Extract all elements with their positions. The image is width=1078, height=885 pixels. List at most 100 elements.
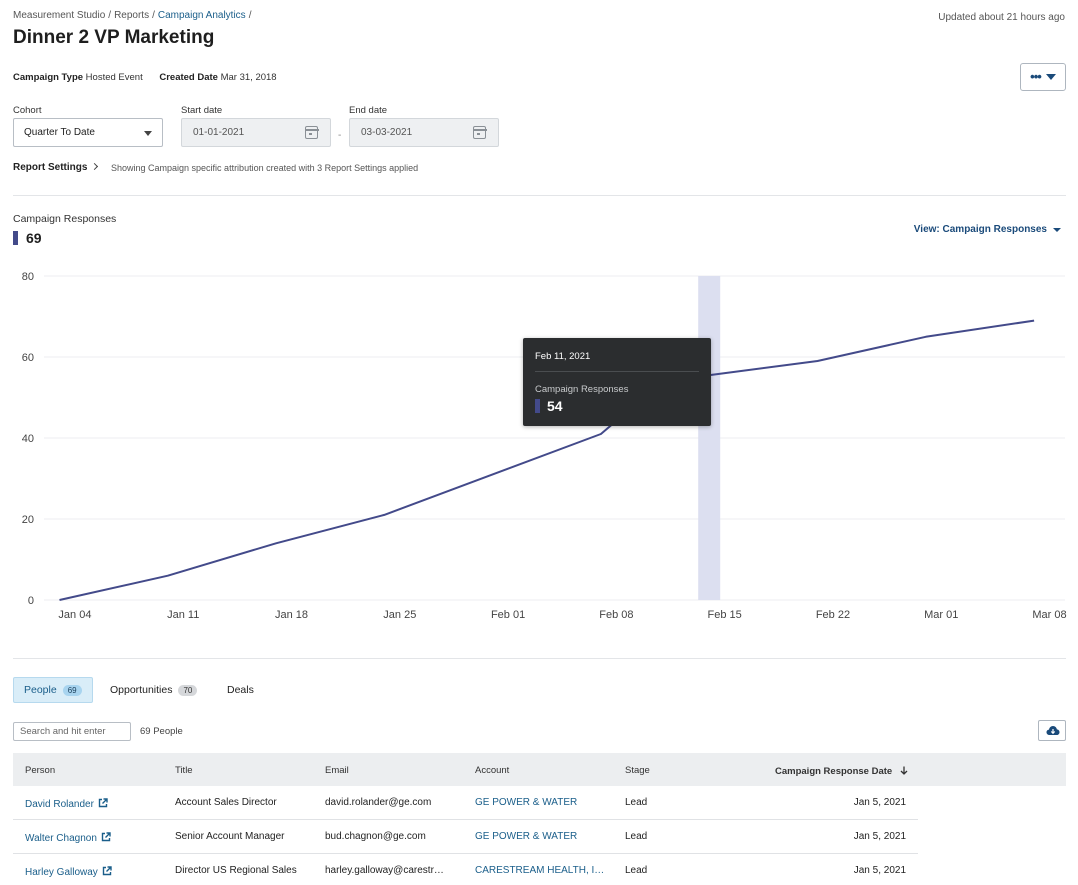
- x-tick-label: Jan 11: [167, 609, 199, 621]
- person-stage: Lead: [625, 797, 648, 808]
- y-tick-label: 60: [22, 352, 34, 364]
- tab-opportunities[interactable]: Opportunities 70: [110, 677, 198, 703]
- column-header-account[interactable]: Account: [475, 765, 510, 776]
- external-link-icon: [102, 866, 112, 876]
- series-swatch: [13, 231, 18, 245]
- y-tick-label: 0: [28, 595, 34, 607]
- chevron-right-icon: [91, 162, 99, 171]
- column-header-person[interactable]: Person: [25, 765, 56, 776]
- date-range-separator: -: [338, 130, 342, 141]
- tooltip-value: 54: [535, 398, 563, 414]
- caret-down-icon: [1053, 227, 1061, 232]
- column-header-response-date[interactable]: Campaign Response Date: [775, 765, 908, 777]
- person-link[interactable]: Harley Galloway: [25, 865, 112, 878]
- report-settings-note: Showing Campaign specific attribution cr…: [111, 163, 419, 173]
- cohort-select[interactable]: Quarter To Date: [13, 118, 163, 147]
- table-header: Person Title Email Account Stage Campaig…: [13, 753, 1066, 786]
- cohort-label: Cohort: [13, 105, 42, 116]
- tab-people-count: 69: [62, 684, 82, 696]
- column-header-title[interactable]: Title: [175, 765, 193, 776]
- report-settings-label: Report Settings: [13, 162, 88, 173]
- start-date-value: 01-01-2021: [193, 127, 245, 138]
- x-tick-label: Mar 01: [924, 609, 958, 621]
- y-axis-labels: 0 20 40 60 80: [22, 271, 34, 607]
- more-actions-button[interactable]: •••: [1020, 63, 1066, 91]
- tab-opportunities-count: 70: [178, 684, 198, 696]
- section-divider: [13, 658, 1066, 659]
- account-link[interactable]: GE POWER & WATER: [475, 831, 578, 842]
- person-title: Director US Regional Sales: [175, 865, 297, 876]
- sort-desc-icon: [900, 766, 908, 775]
- chart-series: [59, 319, 1035, 601]
- tab-people[interactable]: People 69: [13, 677, 93, 703]
- person-link[interactable]: Walter Chagnon: [25, 831, 111, 844]
- cohort-value: Quarter To Date: [24, 127, 95, 138]
- x-tick-label: Feb 01: [491, 609, 525, 621]
- account-link[interactable]: GE POWER & WATER: [475, 797, 578, 808]
- account-link[interactable]: CARESTREAM HEALTH, I…: [475, 865, 605, 876]
- person-stage: Lead: [625, 865, 648, 876]
- tab-deals[interactable]: Deals: [227, 677, 254, 703]
- created-date-label: Created Date: [159, 72, 218, 83]
- breadcrumb: Measurement Studio / Reports / Campaign Anal…: [13, 10, 252, 21]
- person-title: Account Sales Director: [175, 797, 277, 808]
- end-date-label: End date: [349, 105, 388, 116]
- end-date-value: 03-03-2021: [361, 127, 413, 138]
- x-tick-label: Mar 08: [1032, 609, 1066, 621]
- chart-highlight: [698, 276, 721, 600]
- series-swatch: [535, 399, 540, 413]
- campaign-type-value: Hosted Event: [85, 72, 143, 83]
- campaign-responses-chart[interactable]: 0 20 40 60 80 Jan 04 Jan 11 Jan 18 Jan 25 Feb 01…: [0, 260, 1078, 630]
- tab-people-label: People: [24, 684, 57, 696]
- x-tick-label: Feb 08: [599, 609, 633, 621]
- end-date-input[interactable]: 03-03-2021: [349, 118, 499, 147]
- search-placeholder: Search and hit enter: [20, 726, 106, 737]
- people-count: 69 People: [140, 726, 183, 737]
- y-tick-label: 20: [22, 514, 34, 526]
- breadcrumb-item-reports[interactable]: Reports: [114, 10, 150, 21]
- x-tick-label: Feb 15: [708, 609, 742, 621]
- campaign-meta: Campaign Type Hosted Event Created Date …: [13, 72, 291, 83]
- response-date: Jan 5, 2021: [853, 831, 906, 842]
- report-settings-toggle[interactable]: Report Settings: [13, 162, 99, 173]
- view-select-label: View: Campaign Responses: [913, 224, 1047, 235]
- table-row: David Rolander Account Sales Director da…: [13, 786, 918, 820]
- y-tick-label: 80: [22, 271, 34, 283]
- x-tick-label: Jan 25: [383, 609, 416, 621]
- person-email: david.rolander@ge.com: [325, 797, 432, 808]
- series-line-campaign-responses: [59, 319, 1035, 601]
- start-date-input[interactable]: 01-01-2021: [181, 118, 331, 147]
- hover-highlight-band: [698, 276, 721, 600]
- caret-down-icon: [144, 131, 152, 136]
- x-tick-label: Jan 18: [275, 609, 308, 621]
- column-header-email[interactable]: Email: [325, 765, 349, 776]
- section-divider: [13, 195, 1066, 196]
- cloud-download-icon: [1046, 726, 1060, 735]
- download-button[interactable]: [1038, 720, 1066, 741]
- calendar-icon[interactable]: [472, 126, 487, 139]
- view-select-dropdown[interactable]: View: Campaign Responses: [914, 224, 1061, 235]
- chart-grid: [44, 275, 1065, 601]
- metric-value: 69: [13, 230, 42, 246]
- column-header-response-date-label: Campaign Response Date: [775, 766, 893, 777]
- x-tick-label: Feb 22: [816, 609, 850, 621]
- x-axis-labels: Jan 04 Jan 11 Jan 18 Jan 25 Feb 01 Feb 08 Feb …: [58, 609, 1066, 621]
- column-header-stage[interactable]: Stage: [625, 765, 650, 776]
- breadcrumb-item-campaign-analytics[interactable]: Campaign Analytics: [157, 10, 246, 21]
- page-title: Dinner 2 VP Marketing: [13, 27, 215, 48]
- tooltip-label: Campaign Responses: [535, 384, 629, 395]
- table-row: Harley Galloway Director US Regional Sal…: [13, 854, 918, 885]
- tab-deals-label: Deals: [227, 684, 254, 696]
- created-date-value: Mar 31, 2018: [220, 72, 277, 83]
- tab-opportunities-label: Opportunities: [110, 684, 173, 696]
- person-link[interactable]: David Rolander: [25, 797, 108, 810]
- x-tick-label: Jan 04: [58, 609, 91, 621]
- tooltip-value-number: 54: [547, 398, 563, 414]
- person-stage: Lead: [625, 831, 648, 842]
- more-icon: •••: [1030, 69, 1042, 84]
- breadcrumb-item-measurement-studio[interactable]: Measurement Studio: [13, 10, 106, 21]
- search-input[interactable]: Search and hit enter: [13, 722, 131, 741]
- person-email: harley.galloway@carestr…: [325, 865, 444, 876]
- calendar-icon[interactable]: [304, 126, 319, 139]
- chart-tooltip: Feb 11, 2021 Campaign Responses 54: [523, 338, 711, 426]
